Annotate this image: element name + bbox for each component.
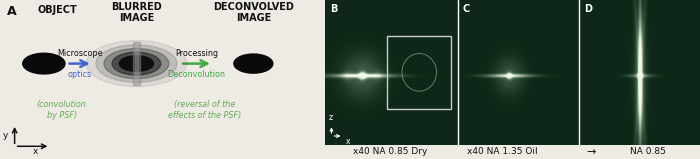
Text: B: B bbox=[330, 4, 337, 14]
Text: C: C bbox=[463, 4, 470, 14]
Bar bbox=[387, 36, 451, 108]
Circle shape bbox=[234, 54, 273, 73]
Ellipse shape bbox=[120, 56, 153, 71]
Text: OBJECT: OBJECT bbox=[37, 5, 77, 15]
Text: Deconvolution: Deconvolution bbox=[167, 70, 225, 79]
Text: NA 0.85: NA 0.85 bbox=[629, 147, 666, 156]
Text: x: x bbox=[346, 137, 351, 146]
Text: (reversal of the
effects of the PSF): (reversal of the effects of the PSF) bbox=[168, 100, 242, 120]
Text: (convolution
by PSF): (convolution by PSF) bbox=[37, 100, 87, 120]
Text: x40 NA 0.85 Dry: x40 NA 0.85 Dry bbox=[354, 147, 428, 156]
Ellipse shape bbox=[104, 48, 169, 79]
Text: Microscope: Microscope bbox=[57, 48, 102, 58]
Text: D: D bbox=[584, 4, 592, 14]
Text: x: x bbox=[33, 147, 38, 156]
Text: Processing: Processing bbox=[175, 48, 218, 58]
Text: z: z bbox=[329, 113, 333, 121]
Text: x40 NA 1.35 Oil: x40 NA 1.35 Oil bbox=[467, 147, 537, 156]
Text: BLURRED
IMAGE: BLURRED IMAGE bbox=[111, 2, 162, 23]
Ellipse shape bbox=[96, 45, 177, 82]
Text: A: A bbox=[6, 5, 16, 18]
Text: y: y bbox=[4, 131, 8, 140]
Ellipse shape bbox=[112, 52, 161, 75]
Bar bbox=[135, 44, 138, 83]
Ellipse shape bbox=[86, 41, 187, 87]
Circle shape bbox=[22, 53, 65, 74]
Text: DECONVOLVED
IMAGE: DECONVOLVED IMAGE bbox=[213, 2, 294, 23]
Text: →: → bbox=[587, 147, 596, 157]
Text: optics: optics bbox=[67, 70, 92, 79]
Bar bbox=[133, 42, 140, 85]
